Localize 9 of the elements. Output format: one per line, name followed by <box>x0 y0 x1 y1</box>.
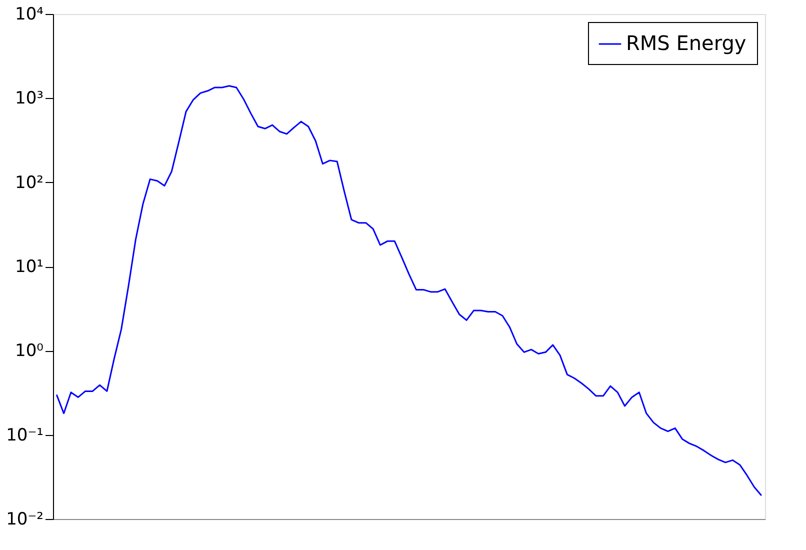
y-tick-label: 10³ <box>15 88 44 109</box>
y-tick-label: 10⁻² <box>6 510 44 530</box>
y-tick-label: 10⁴ <box>15 4 44 24</box>
y-tick-label: 10⁻¹ <box>6 425 44 446</box>
y-tick-label: 10¹ <box>15 257 44 277</box>
y-tick-label: 10⁰ <box>15 341 44 362</box>
y-tick-label: 10² <box>15 172 44 193</box>
line-series <box>56 85 762 496</box>
legend-label: RMS Energy <box>626 31 746 55</box>
